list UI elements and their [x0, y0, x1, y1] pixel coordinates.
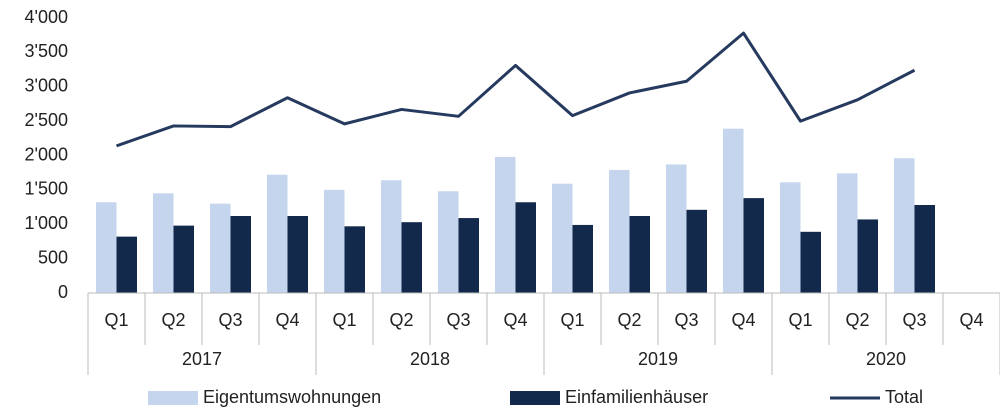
bar: [609, 169, 630, 293]
line: [116, 31, 916, 148]
y-tick-label: 500: [38, 247, 68, 267]
bar: [96, 202, 117, 293]
bar: [458, 218, 479, 293]
x-tick-label: Q4: [731, 310, 755, 330]
legend-label: Eigentumswohnungen: [203, 387, 381, 407]
bar: [894, 158, 915, 293]
x-tick-label: Q2: [389, 310, 413, 330]
bar: [914, 205, 935, 293]
legend-label: Total: [885, 387, 923, 407]
bar: [800, 231, 821, 293]
bar: [381, 180, 402, 293]
x-tick-label: Q4: [275, 310, 299, 330]
bar: [153, 193, 174, 293]
bar: [837, 173, 858, 293]
y-tick-label: 1'500: [25, 179, 68, 199]
bar: [230, 216, 251, 293]
x-tick-label: Q3: [674, 310, 698, 330]
bar: [438, 191, 459, 293]
bar: [210, 203, 231, 293]
y-tick-label: 3'000: [25, 76, 68, 96]
bar: [401, 222, 422, 293]
bar: [629, 216, 650, 293]
x-group-label: 2018: [410, 349, 450, 369]
bar: [324, 189, 345, 293]
bar: [495, 156, 516, 293]
bar: [515, 202, 536, 293]
y-tick-label: 2'500: [25, 110, 68, 130]
x-group-label: 2019: [638, 349, 678, 369]
x-tick-label: Q4: [959, 310, 983, 330]
y-tick-label: 4'000: [25, 7, 68, 27]
x-tick-label: Q3: [218, 310, 242, 330]
bar: [267, 174, 288, 293]
bar: [173, 225, 194, 293]
y-tick-label: 0: [58, 282, 68, 302]
bar: [780, 182, 801, 293]
x-tick-label: Q2: [617, 310, 641, 330]
bar: [743, 198, 764, 293]
bar: [666, 164, 687, 293]
x-group-label: 2017: [182, 349, 222, 369]
y-tick-label: 1'000: [25, 213, 68, 233]
y-tick-label: 2'000: [25, 144, 68, 164]
x-tick-label: Q1: [788, 310, 812, 330]
x-tick-label: Q3: [902, 310, 926, 330]
x-tick-label: Q1: [560, 310, 584, 330]
x-tick-label: Q2: [845, 310, 869, 330]
bar: [287, 216, 308, 293]
x-tick-label: Q1: [332, 310, 356, 330]
legend-swatch: [510, 391, 560, 405]
legend-label: Einfamilienhäuser: [565, 387, 708, 407]
bar: [344, 226, 365, 293]
x-group-label: 2020: [866, 349, 906, 369]
x-tick-label: Q4: [503, 310, 527, 330]
bar: [686, 209, 707, 293]
bar: [857, 219, 878, 293]
x-tick-label: Q2: [161, 310, 185, 330]
bar: [116, 236, 137, 293]
bar: [572, 224, 593, 293]
y-tick-label: 3'500: [25, 41, 68, 61]
x-tick-label: Q1: [104, 310, 128, 330]
legend-swatch: [148, 391, 198, 405]
x-tick-label: Q3: [446, 310, 470, 330]
bar: [552, 183, 573, 293]
bar: [723, 128, 744, 293]
